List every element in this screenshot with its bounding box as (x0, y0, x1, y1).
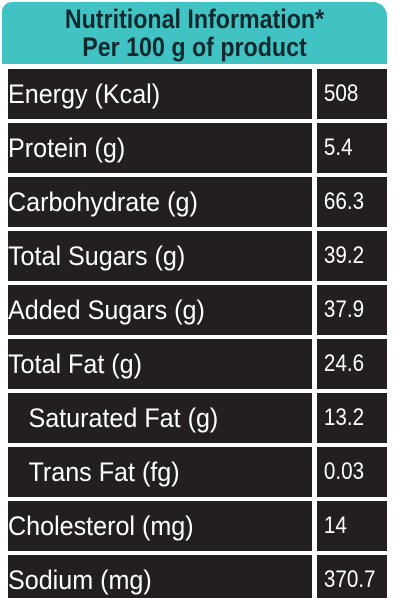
nutrient-label: Trans Fat (fg) (8, 447, 312, 497)
nutrient-value: 508 (317, 69, 387, 119)
nutrient-label: Total Fat (g) (8, 339, 312, 389)
nutrient-value: 66.3 (317, 177, 387, 227)
nutrient-row-energy: Energy (Kcal) 508 (2, 69, 387, 119)
nutrient-value: 24.6 (317, 339, 387, 389)
nutrient-label: Cholesterol (mg) (8, 501, 312, 551)
nutrition-table: Energy (Kcal) 508 Protein (g) 5.4 Carboh… (2, 64, 387, 598)
nutrient-row-added-sugars: Added Sugars (g) 37.9 (2, 285, 387, 335)
nutrient-value: 39.2 (317, 231, 387, 281)
nutrient-label: Carbohydrate (g) (8, 177, 312, 227)
nutrient-value: 5.4 (317, 123, 387, 173)
nutrient-value: 14 (317, 501, 387, 551)
nutrition-subtitle: Per 100 g of product (82, 32, 307, 62)
nutrient-label: Energy (Kcal) (8, 69, 312, 119)
nutrient-value: 0.03 (317, 447, 387, 497)
nutrient-value: 370.7 (317, 555, 387, 598)
nutrient-label: Sodium (mg) (8, 555, 312, 598)
nutrient-label: Protein (g) (8, 123, 312, 173)
nutrient-row-protein: Protein (g) 5.4 (2, 123, 387, 173)
nutrient-row-trans-fat: Trans Fat (fg) 0.03 (2, 447, 387, 497)
nutrient-value: 37.9 (317, 285, 387, 335)
nutrient-label: Saturated Fat (g) (8, 393, 312, 443)
nutrient-label: Total Sugars (g) (8, 231, 312, 281)
nutrient-label: Added Sugars (g) (8, 285, 312, 335)
nutrient-value: 13.2 (317, 393, 387, 443)
nutrient-row-total-fat: Total Fat (g) 24.6 (2, 339, 387, 389)
nutrient-row-carbohydrate: Carbohydrate (g) 66.3 (2, 177, 387, 227)
nutrient-row-sodium: Sodium (mg) 370.7 (2, 555, 387, 598)
nutrient-row-cholesterol: Cholesterol (mg) 14 (2, 501, 387, 551)
nutrient-row-saturated-fat: Saturated Fat (g) 13.2 (2, 393, 387, 443)
nutrition-header: Nutritional Information* Per 100 g of pr… (2, 2, 387, 64)
nutrient-row-total-sugars: Total Sugars (g) 39.2 (2, 231, 387, 281)
nutrition-title: Nutritional Information* (64, 4, 325, 34)
